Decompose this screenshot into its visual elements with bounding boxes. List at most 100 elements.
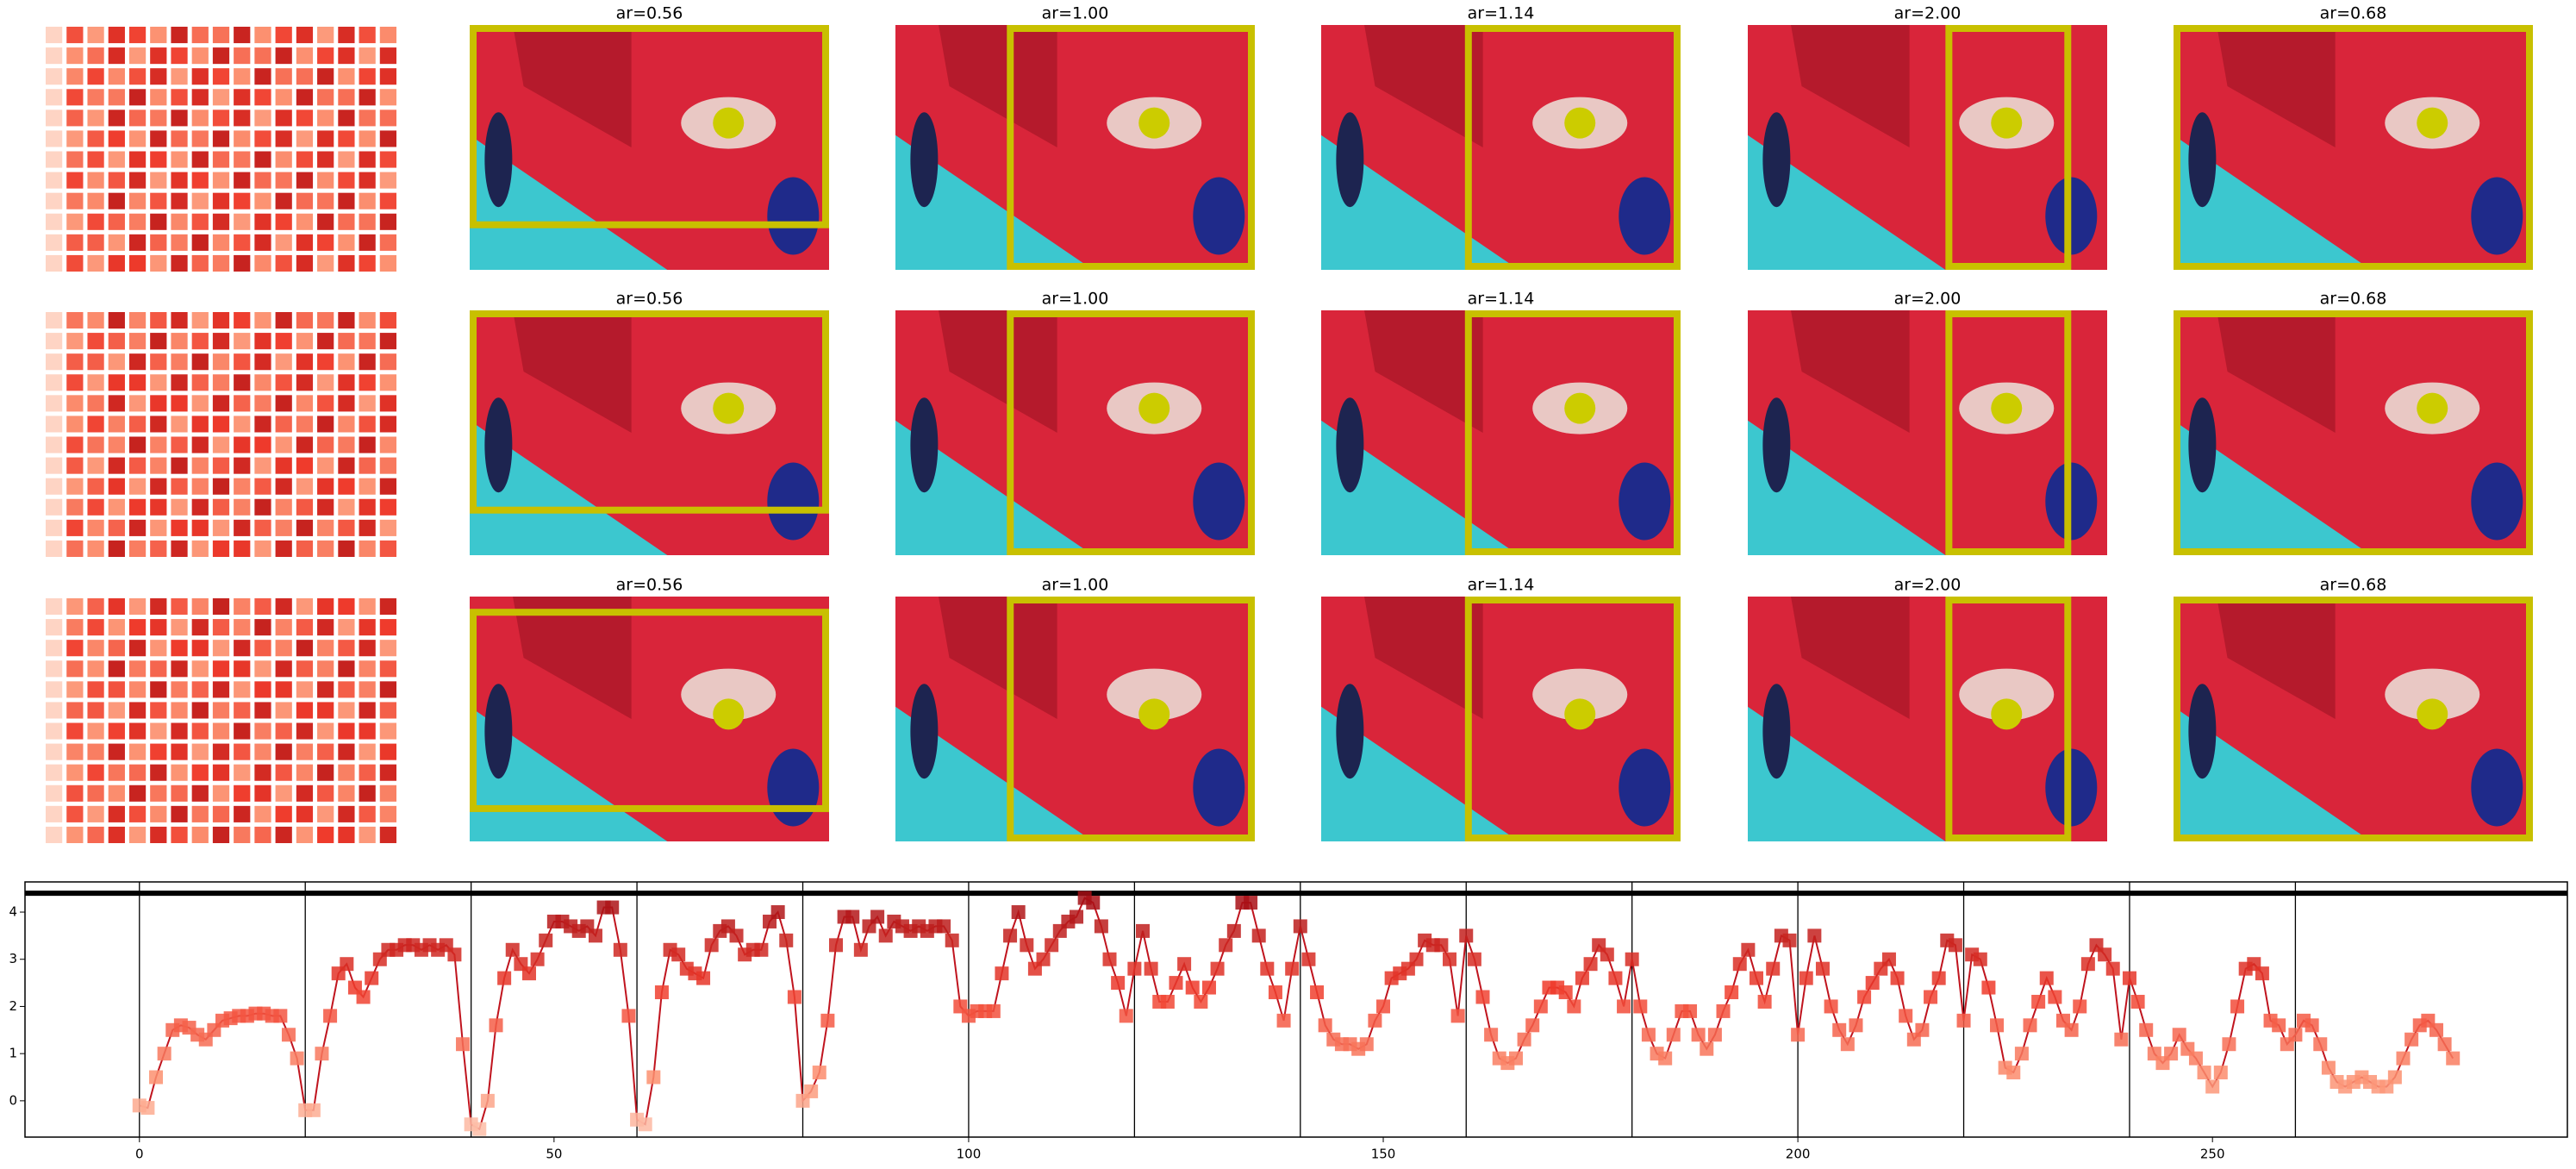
box [1945,597,2072,841]
marker [1127,961,1142,976]
marker [2313,1037,2328,1052]
marker [1459,928,1474,943]
heat-cell [171,172,188,189]
heat-cell [150,312,167,329]
heat-cell [212,436,230,453]
marker [1840,1037,1855,1052]
marker [1832,1022,1847,1037]
heat-cell [87,640,104,657]
box [1007,597,1256,841]
heat-cell [317,436,334,453]
heat-cell [87,540,104,557]
board [2217,310,2336,433]
heat-cell [317,254,334,272]
marker [1285,961,1300,976]
heat-cell [359,234,376,251]
heat-cell [66,660,84,678]
marker [704,938,719,953]
marker [2437,1037,2452,1052]
heat-cell [359,109,376,127]
marker [1533,999,1548,1014]
heat-cell [234,660,251,678]
heat-cell [46,764,63,781]
heat-cell [317,764,334,781]
heat-cell [66,826,84,843]
marker [1890,971,1905,985]
panel-title: ar=0.56 [616,4,683,23]
heat-cell [234,89,251,106]
heat-cell [108,27,125,44]
marker [1865,976,1880,991]
heat-cell [66,457,84,474]
heat-cell [108,743,125,760]
panel-title: ar=0.68 [2320,576,2387,595]
marker [1135,923,1150,938]
heat-cell [46,457,63,474]
heat-cell [128,722,147,740]
heat-cell [359,68,376,85]
x-tick-label: 50 [546,1147,562,1162]
heat-cell [359,416,376,433]
marker [1782,933,1797,947]
heat-cell [359,498,376,516]
heat-cell [66,805,84,822]
heat-cell [108,151,125,168]
ball [713,392,745,424]
heat-cell [108,192,125,209]
heat-cell [338,619,355,636]
heat-cell [234,540,251,557]
heat-cell [296,172,314,189]
heat-cell [234,498,251,516]
court [470,134,668,270]
heat-cell [275,436,292,453]
heat-cell [46,826,63,843]
heat-cell [379,68,396,85]
heat-cell [379,27,396,44]
heat-cell [317,826,334,843]
photo [895,310,1256,555]
heat-cell [275,234,292,251]
heat-cell [275,498,292,516]
marker [1368,1013,1382,1028]
heat-cell [234,457,251,474]
heat-cell [150,519,167,536]
heat-cell [234,130,251,147]
player [1619,748,1671,827]
heat-cell [191,764,209,781]
marker [2205,1079,2220,1094]
heat-cell [108,519,125,536]
heat-cell [296,457,314,474]
heat-cell [338,540,355,557]
heat-cell [150,785,167,802]
heat-cell [46,130,63,147]
heat-cell [379,681,396,698]
player [1193,748,1245,827]
marker [281,1028,296,1042]
heat-cell [171,254,188,272]
heat-cell [191,27,209,44]
heat-cell [46,478,63,495]
heat-cell [296,213,314,230]
board [1364,25,1483,147]
panel-title: ar=1.14 [1468,576,1535,595]
board [1791,310,1910,433]
heat-cell [254,374,271,391]
heat-cell [379,785,396,802]
marker [1625,952,1639,966]
heat-cell [338,805,355,822]
heat-cell [254,722,271,740]
y-tick-label: 2 [9,998,17,1014]
heat-cell [359,619,376,636]
panel-title: ar=0.56 [616,290,683,309]
photo [2174,310,2533,555]
ball [2417,698,2448,730]
heat-cell [191,498,209,516]
heat-cell [254,254,271,272]
heat-cell [171,27,188,44]
heat-cell [191,743,209,760]
ball [713,698,745,730]
heat-cell [108,619,125,636]
marker [323,1009,338,1023]
heat-cell [254,234,271,251]
